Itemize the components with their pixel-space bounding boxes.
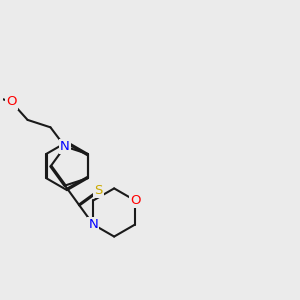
Text: N: N [88, 218, 98, 231]
Text: O: O [6, 95, 17, 109]
Text: O: O [130, 194, 140, 207]
Text: N: N [60, 140, 70, 153]
Text: S: S [94, 184, 103, 197]
